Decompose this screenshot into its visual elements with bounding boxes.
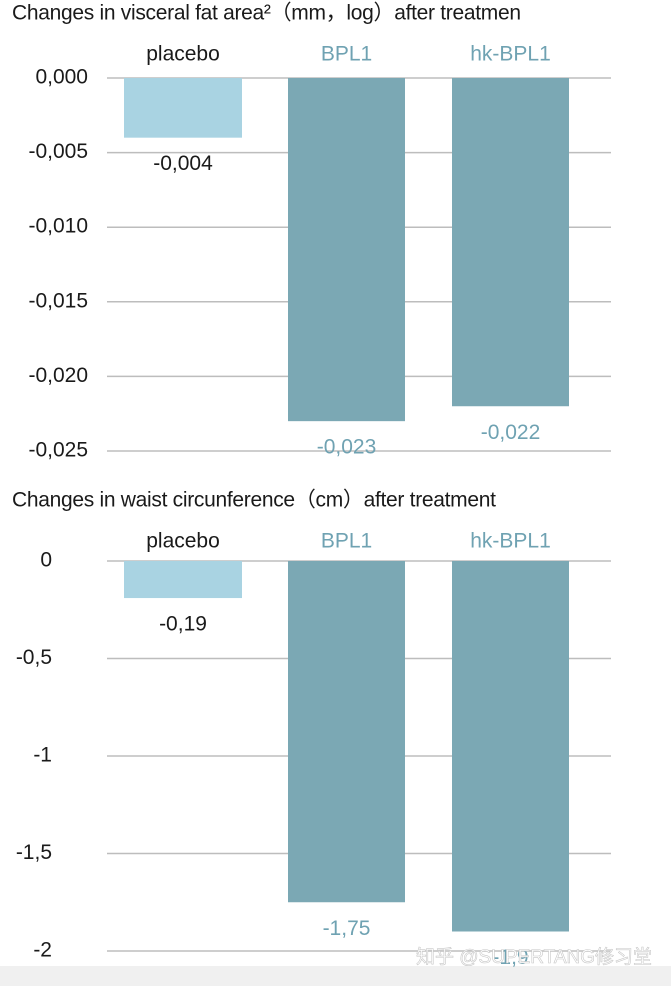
y-tick-label: 0,000 [35, 66, 88, 89]
value-label: -0,023 [317, 436, 377, 459]
y-tick-label: -0,005 [28, 140, 88, 163]
category-label: BPL1 [321, 530, 372, 553]
bar [124, 561, 242, 599]
bar [288, 78, 405, 422]
chart: Changes in waist circunference（cm）after … [12, 489, 611, 969]
y-tick-label: -1,5 [16, 841, 52, 864]
value-label: -0,022 [481, 421, 541, 444]
chart: Changes in visceral fat area²（mm，log）aft… [12, 2, 611, 462]
value-label: -1,75 [323, 917, 371, 940]
category-label: placebo [146, 530, 220, 553]
category-label: BPL1 [321, 43, 372, 66]
bar [124, 78, 242, 138]
y-tick-label: -0,025 [28, 439, 88, 462]
chart-title: Changes in visceral fat area²（mm，log）aft… [12, 2, 521, 25]
bar [452, 78, 569, 407]
category-label: hk-BPL1 [470, 43, 551, 66]
bottom-strip [0, 966, 671, 986]
y-tick-label: -0,020 [28, 364, 88, 387]
watermark: 知乎 @SUPERTANG修习堂 [416, 946, 652, 968]
y-tick-label: -0,010 [28, 215, 88, 238]
value-label: -0,004 [153, 152, 213, 175]
y-tick-label: -0,015 [28, 289, 88, 312]
bar [452, 561, 569, 932]
y-tick-label: 0 [40, 549, 52, 572]
y-tick-label: -0,5 [16, 646, 52, 669]
value-label: -1,9 [492, 946, 528, 969]
y-tick-label: -1 [33, 744, 52, 767]
category-label: placebo [146, 43, 220, 66]
value-label: -0,19 [159, 613, 207, 636]
category-label: hk-BPL1 [470, 530, 551, 553]
bar [288, 561, 405, 903]
chart-title: Changes in waist circunference（cm）after … [12, 489, 496, 512]
y-tick-label: -2 [33, 939, 52, 962]
